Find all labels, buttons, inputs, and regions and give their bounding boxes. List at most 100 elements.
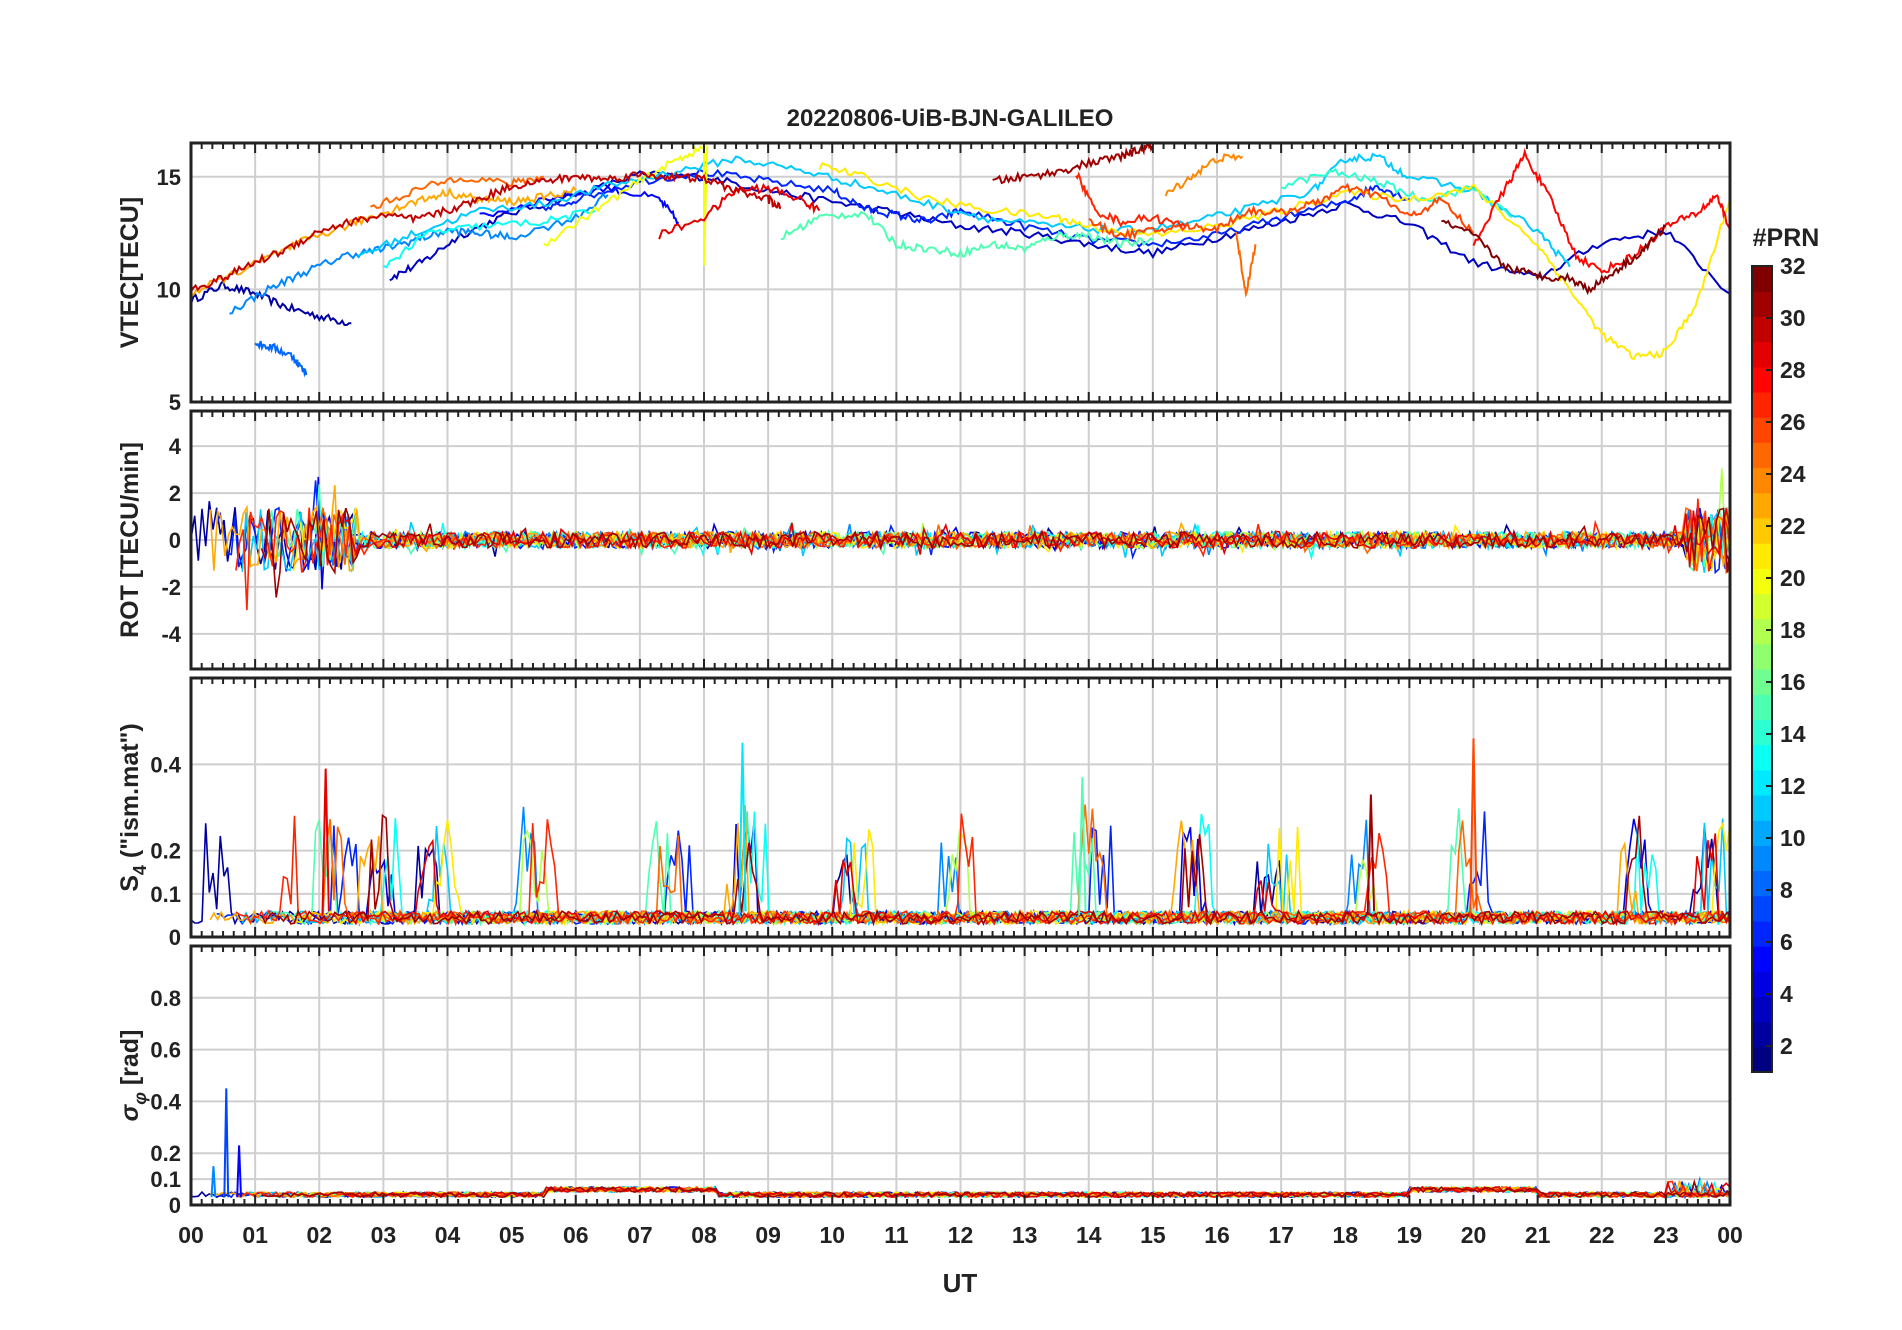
y-tick-label: -2 <box>161 575 181 600</box>
vtec-series-prn-32 <box>1441 219 1667 296</box>
x-tick-label: 15 <box>1140 1222 1166 1248</box>
s4-series-prn-29 <box>344 833 1731 927</box>
y-tick-label: 4 <box>169 434 182 459</box>
s4-spike <box>1469 738 1478 916</box>
colorbar-tick-label: 14 <box>1780 721 1806 747</box>
x-tick-label: 21 <box>1525 1222 1551 1248</box>
vtec-series-prn-27 <box>1075 171 1186 229</box>
x-tick-label: 08 <box>691 1222 717 1248</box>
x-tick-label: 00 <box>178 1222 204 1248</box>
panel-rot: -4 -2 0 2 4 ROT [TECU/min] <box>116 409 1732 671</box>
x-tick-label: 23 <box>1653 1222 1679 1248</box>
colorbar-cell <box>1752 794 1772 821</box>
rot-series-prn-23 <box>209 485 1731 572</box>
vtec-series-prn-9 <box>229 192 609 315</box>
y-tick-label: 0.4 <box>150 752 181 777</box>
colorbar-cell <box>1752 920 1772 947</box>
y-tick-label: 15 <box>157 165 181 190</box>
colorbar-tick-label: 16 <box>1780 669 1806 695</box>
colorbar-cell <box>1752 366 1772 393</box>
s4-spike <box>738 742 747 916</box>
y-axis-label-main: S <box>116 875 144 892</box>
colorbar-tick-label: 22 <box>1780 513 1806 539</box>
y-tick-label: 0.1 <box>150 882 181 907</box>
colorbar-cell <box>1752 316 1772 343</box>
colorbar-cell <box>1752 568 1772 595</box>
vtec-series-prn-24 <box>1164 152 1244 197</box>
ticks-sigma: 00.10.2 0.4 0.6 0.8 <box>150 946 1731 1218</box>
y-tick-label: 0.2 <box>150 839 181 864</box>
vtec-series-prn-21 <box>818 161 1731 361</box>
vtec-series-prn-31 <box>992 141 1154 185</box>
colorbar-cell <box>1752 391 1772 418</box>
axes-frame-rot <box>189 409 1732 671</box>
vtec-series-prn-20 <box>703 145 709 266</box>
colorbar-cell <box>1752 442 1772 469</box>
colorbar-cell <box>1752 618 1772 645</box>
s4-spike <box>321 768 330 916</box>
y-axis-label: VTEC[TECU] <box>116 197 144 348</box>
series-vtec <box>190 141 1731 378</box>
sigma-spike <box>223 1088 230 1198</box>
colorbar-tick-label: 32 <box>1780 253 1806 279</box>
colorbar-cell <box>1752 467 1772 494</box>
rot-series-prn-27 <box>235 498 1731 611</box>
colorbar-cell <box>1752 744 1772 771</box>
x-tick-label: 09 <box>755 1222 781 1248</box>
panel-vtec: 5 10 15 VTEC[TECU] <box>116 141 1732 415</box>
colorbar-tick-label: 6 <box>1780 929 1793 955</box>
colorbar-tick-label: 30 <box>1780 305 1806 331</box>
colorbar-cell <box>1752 669 1772 695</box>
y-tick-label: 0 <box>169 1193 181 1218</box>
y-axis-label-subscript: φ <box>130 1092 150 1105</box>
x-tick-label: 18 <box>1332 1222 1358 1248</box>
s4-spike <box>1366 794 1376 916</box>
colorbar-tick-label: 26 <box>1780 409 1806 435</box>
y-tick-label: 0 <box>169 925 181 950</box>
x-tick-label: 12 <box>948 1222 974 1248</box>
panel-s4: 0 0.1 0.2 0.4 S4 ("ism.mat") <box>116 676 1732 950</box>
series-sigma <box>190 1088 1731 1200</box>
s4-series-prn-11 <box>241 818 1731 926</box>
x-tick-label: 17 <box>1268 1222 1294 1248</box>
colorbar-cell <box>1752 543 1772 569</box>
x-tick-label: 19 <box>1397 1222 1423 1248</box>
s4-series-prn-9 <box>324 806 1731 927</box>
vtec-series-prn-26 <box>1088 182 1475 242</box>
y-axis-label: ROT [TECU/min] <box>116 442 144 638</box>
y-tick-label: 5 <box>169 390 181 415</box>
x-tick-label: 14 <box>1076 1222 1102 1248</box>
colorbar-cell <box>1752 1046 1772 1073</box>
x-axis-label: UT <box>943 1268 978 1298</box>
y-axis-label-rest: [rad] <box>116 1030 144 1093</box>
sigma-series-prn-31 <box>261 1178 1731 1200</box>
sigma-spike <box>236 1145 243 1198</box>
colorbar-cell <box>1752 946 1772 972</box>
rot-series-prn-18 <box>376 468 1731 586</box>
vtec-series-prn-2 <box>190 279 352 327</box>
ylabel-s4: S4 ("ism.mat") <box>116 723 150 892</box>
y-axis-label: σφ [rad] <box>116 1030 150 1122</box>
sigma-spike <box>210 1166 217 1198</box>
colorbar-cell <box>1752 266 1772 292</box>
colorbar-tick-label: 12 <box>1780 773 1806 799</box>
vtec-series-prn-15 <box>780 210 1154 258</box>
colorbar-tick-label: 20 <box>1780 565 1806 591</box>
vtec-series-prn-28 <box>1472 147 1731 275</box>
colorbar-cell <box>1752 769 1772 796</box>
x-tick-label: 03 <box>371 1222 397 1248</box>
vtec-series-prn-13 <box>383 209 596 269</box>
x-tick-label: 16 <box>1204 1222 1230 1248</box>
s4-series-prn-18 <box>376 828 1731 927</box>
y-tick-label: 0 <box>169 528 181 553</box>
ylabel-rot: ROT [TECU/min] <box>116 442 144 638</box>
colorbar-cell <box>1752 845 1772 872</box>
colorbar-cell <box>1752 971 1772 998</box>
colorbar-cell <box>1752 820 1772 846</box>
vtec-series-prn-8 <box>254 340 308 378</box>
x-tick-label: 02 <box>306 1222 332 1248</box>
panel-sigma: 00.10.2 0.4 0.6 0.8 σφ [rad] <box>116 944 1732 1218</box>
y-axis-label: S4 ("ism.mat") <box>116 723 150 892</box>
